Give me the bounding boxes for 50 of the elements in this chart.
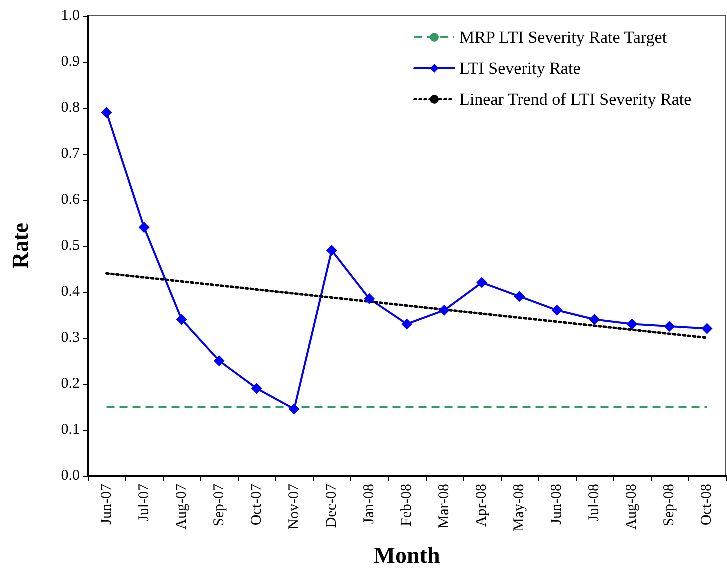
y-tick-label: 0.0: [61, 468, 80, 484]
x-tick-label: Sep-08: [662, 484, 678, 526]
y-tick-label: 0.7: [61, 146, 80, 162]
point: [626, 318, 638, 330]
x-tick-label: Jul-07: [136, 484, 152, 522]
point: [476, 277, 488, 288]
point: [101, 107, 112, 118]
x-tick-label: Jan-08: [361, 484, 378, 524]
y-tick-label: 0.8: [61, 100, 80, 116]
x-tick-label: Oct-07: [248, 484, 265, 526]
point: [288, 404, 300, 415]
point: [364, 293, 375, 304]
x-tick-label: Feb-08: [399, 484, 415, 526]
y-tick-label: 0.1: [61, 422, 80, 438]
x-tick-label: Jul-08: [586, 484, 603, 522]
x-tick-label: Mar-08: [436, 484, 453, 529]
point: [552, 304, 563, 316]
x-tick-label: Nov-07: [286, 484, 302, 530]
y-tick-label: 0.3: [61, 330, 80, 346]
y-tick-label: 1.0: [61, 8, 80, 24]
legend-label: MRP LTI Severity Rate Target: [460, 28, 668, 47]
point: [176, 314, 188, 326]
x-tick-label: Aug-07: [174, 484, 190, 530]
y-tick-label: 0.2: [61, 376, 80, 392]
point: [589, 314, 600, 326]
point: [251, 383, 262, 394]
point: [664, 321, 676, 332]
point: [439, 304, 450, 316]
legend-label: LTI Severity Rate: [460, 59, 581, 78]
point: [402, 318, 412, 330]
x-tick-label: Dec-07: [324, 484, 340, 528]
y-tick-label: 0.9: [61, 54, 80, 70]
x-tick-label: Jun-08: [549, 484, 566, 525]
y-tick-label: 0.5: [61, 238, 80, 254]
point: [702, 323, 713, 334]
x-tick-label: Apr-08: [474, 484, 490, 528]
x-tick-label: Oct-08: [699, 484, 716, 526]
y-tick-label: 0.4: [61, 284, 80, 300]
y-tick-label: 0.6: [61, 192, 80, 208]
x-tick-label: Aug-08: [624, 484, 640, 530]
x-tick-label: May-08: [512, 484, 528, 532]
point: [214, 356, 225, 366]
x-tick-label: Jun-07: [98, 484, 115, 525]
x-tick-label: Sep-07: [211, 484, 228, 526]
x-axis-title: Month: [374, 543, 440, 568]
legend-label: Linear Trend of LTI Severity Rate: [460, 90, 692, 109]
point: [326, 245, 338, 256]
point: [514, 291, 526, 302]
point: [138, 222, 150, 234]
y-axis-title: Rate: [8, 223, 33, 269]
